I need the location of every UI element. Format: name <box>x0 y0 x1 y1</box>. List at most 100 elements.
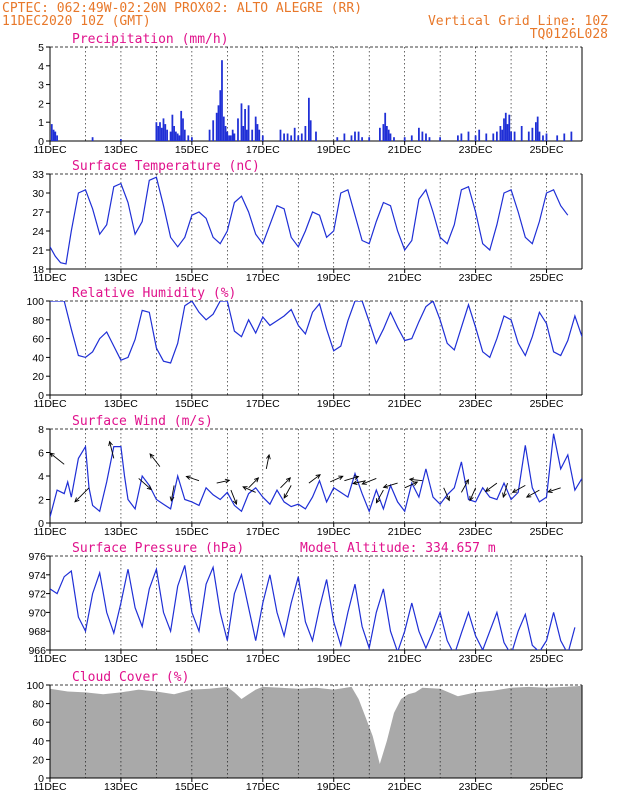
precip-bar <box>230 135 232 141</box>
wind-arrow-head <box>146 485 153 491</box>
precip-bar <box>510 131 512 141</box>
precip-bar <box>403 137 406 141</box>
run-datetime: 11DEC2020 10Z (GMT) <box>2 14 151 29</box>
x-tick-label: 15DEC <box>175 144 209 156</box>
x-tick-label: 11DEC <box>33 144 66 156</box>
precip-bar <box>535 122 537 141</box>
wind-arrow-head <box>484 487 491 493</box>
x-tick-label: 21DEC <box>388 781 422 793</box>
x-tick-label: 17DEC <box>246 781 280 793</box>
precip-bar <box>315 131 317 141</box>
precip-bar <box>499 126 502 141</box>
x-tick-label: 11DEC <box>33 526 66 538</box>
precip-bar <box>382 124 385 141</box>
y-tick-label: 974 <box>28 570 46 582</box>
wind-arrow-head <box>338 475 344 480</box>
vertical-grid-note: Vertical Grid Line: 10Z <box>428 14 608 29</box>
wind-arrow-shaft <box>230 489 237 505</box>
x-tick-label: 23DEC <box>459 526 493 538</box>
precip-bar <box>160 127 163 141</box>
wind-arrow-head <box>412 481 419 486</box>
x-tick-label: 21DEC <box>388 398 422 410</box>
model-altitude: Model Altitude: 334.657 m <box>300 541 496 556</box>
precip-bar <box>52 129 55 141</box>
precip-bar <box>428 137 431 141</box>
y-tick-label: 60 <box>32 717 44 729</box>
precip-bar <box>354 131 356 141</box>
wind-arrow-head <box>283 493 289 499</box>
wind-arrow-shaft <box>280 477 291 489</box>
precip-bar <box>290 135 293 141</box>
x-tick-label: 23DEC <box>459 272 493 284</box>
precip-bar <box>368 137 371 141</box>
x-tick-label: 11DEC <box>33 272 66 284</box>
wind-arrow-head <box>49 452 55 458</box>
wind-arrow-head <box>361 480 367 485</box>
precip-bar <box>120 139 122 141</box>
precip-bar <box>286 133 289 141</box>
precip-bar <box>56 135 58 141</box>
panel-title: Relative Humidity (%) <box>72 286 236 301</box>
wind-arrow-head <box>353 475 360 480</box>
precip-bar <box>183 129 186 141</box>
y-tick-label: 0 <box>38 136 44 148</box>
wind-arrow-shaft <box>404 481 418 489</box>
wind-arrow-shaft <box>409 478 423 482</box>
wind-arrow-shaft <box>383 482 398 488</box>
precip-bar <box>162 118 165 141</box>
x-tick-label: 13DEC <box>104 398 138 410</box>
x-tick-label: 11DEC <box>33 653 66 665</box>
precip-bar <box>159 122 161 141</box>
y-tick-label: 24 <box>32 226 44 238</box>
wind-arrow-shaft <box>248 477 259 489</box>
precip-bar <box>166 129 168 141</box>
wind-arrow-head <box>315 474 321 479</box>
y-tick-label: 2 <box>38 98 44 110</box>
wind-arrow-shaft <box>138 478 152 490</box>
y-tick-label: 20 <box>32 754 44 766</box>
precip-bar <box>457 135 459 141</box>
x-tick-label: 15DEC <box>175 526 209 538</box>
precip-bar <box>217 105 220 141</box>
x-tick-label: 25DEC <box>530 272 564 284</box>
station-header: CPTEC: 062:49W-02:20N PROX02: ALTO ALEGR… <box>2 1 362 16</box>
wind-arrow-shaft <box>512 485 526 493</box>
panel-title: Surface Temperature (nC) <box>72 159 260 174</box>
x-tick-label: 17DEC <box>246 398 280 410</box>
wind-arrow-head <box>352 480 358 485</box>
x-tick-label: 25DEC <box>530 398 564 410</box>
y-tick-label: 2 <box>38 495 44 507</box>
y-tick-label: 1 <box>38 117 44 129</box>
header: CPTEC: 062:49W-02:20N PROX02: ALTO ALEGR… <box>2 1 608 42</box>
y-tick-label: 40 <box>32 352 44 364</box>
x-tick-label: 25DEC <box>530 144 564 156</box>
wind-arrow-shaft <box>170 485 175 501</box>
x-tick-label: 17DEC <box>246 526 280 538</box>
x-tick-label: 23DEC <box>459 653 493 665</box>
y-tick-label: 972 <box>28 589 46 601</box>
precip-bar <box>237 118 239 141</box>
wind-arrow-head <box>547 488 553 493</box>
x-tick-label: 19DEC <box>317 526 351 538</box>
precip-bar <box>175 131 177 141</box>
wind-arrow-head <box>285 477 292 483</box>
precip-bar <box>297 135 300 141</box>
wind-arrow-shaft <box>49 452 65 465</box>
precip-bar <box>439 137 441 141</box>
precip-bar <box>379 127 381 141</box>
precip-bar <box>261 135 264 141</box>
y-tick-label: 40 <box>32 736 44 748</box>
y-tick-label: 33 <box>32 169 44 181</box>
wind-arrow-head <box>242 486 248 491</box>
panel-precip: 0 1 2 3 4 5 11DEC 13DEC 15DEC 17DEC 19DEC 21DEC 23DE… <box>33 32 583 156</box>
precip-bar <box>492 133 495 141</box>
y-tick-label: 0 <box>38 773 44 785</box>
wind-arrow-head <box>108 440 113 447</box>
panel-title: Surface Wind (m/s) <box>72 414 213 429</box>
panel-rh: 0 20 40 60 80 100 11DEC 13DEC 15DEC 17DEC 19DEC 21D… <box>26 286 583 410</box>
wind-arrow-head <box>375 498 381 504</box>
cloud-cover-area <box>50 685 582 778</box>
precip-bar <box>421 131 424 141</box>
precip-bar <box>384 112 387 141</box>
precip-bar <box>258 129 261 141</box>
